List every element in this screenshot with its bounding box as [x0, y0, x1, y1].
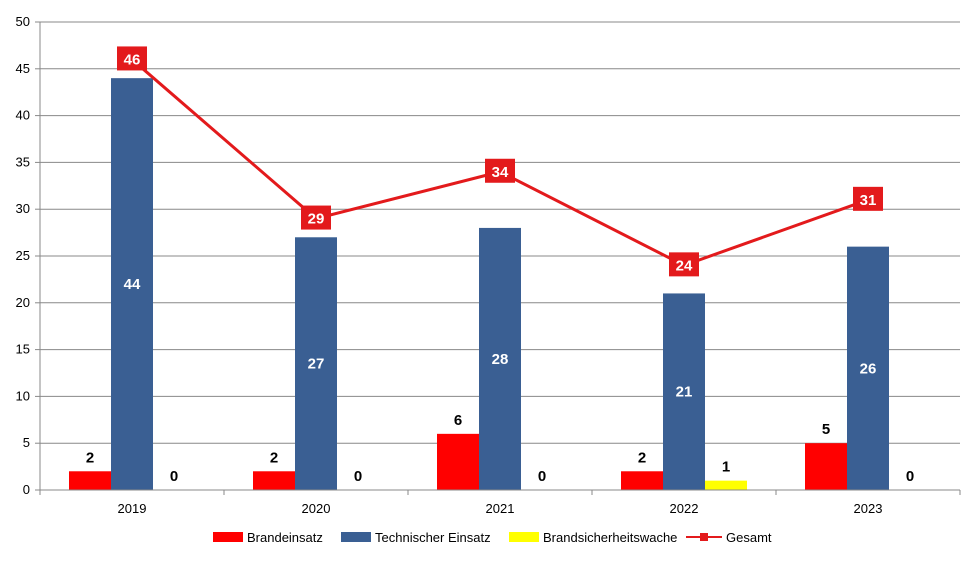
y-tick-label: 25: [16, 248, 30, 263]
bar-value-label: 44: [124, 276, 141, 293]
technischer-einsatz-bar: [663, 293, 705, 490]
x-tick-label: 2019: [118, 501, 147, 516]
total-value-label: 31: [860, 192, 877, 209]
brandeinsatz-bar: [621, 471, 663, 490]
bar-value-label: 0: [170, 468, 178, 485]
bars: [69, 78, 889, 491]
bar-value-label: 6: [454, 412, 462, 429]
brandeinsatz-bar: [437, 433, 479, 490]
y-tick-label: 15: [16, 342, 30, 357]
legend-swatch-brandeinsatz: [213, 532, 243, 542]
total-value-label: 29: [308, 211, 325, 228]
y-tick-label: 35: [16, 154, 30, 169]
legend-label-brandsicherheitswache: Brandsicherheitswache: [543, 530, 677, 545]
total-point-marker: [853, 186, 883, 211]
y-tick-label: 20: [16, 295, 30, 310]
technischer-einsatz-bar: [295, 237, 337, 490]
x-tick-label: 2021: [486, 501, 515, 516]
y-tick-label: 40: [16, 108, 30, 123]
bar-value-label: 5: [822, 421, 830, 438]
y-tick-label: 45: [16, 61, 30, 76]
technischer-einsatz-bar: [111, 78, 153, 490]
brandeinsatz-bar: [805, 443, 847, 490]
bar-value-label: 1: [722, 459, 730, 476]
technischer-einsatz-bar: [479, 227, 521, 491]
y-tick-label: 5: [23, 435, 30, 450]
bar-value-label: 27: [308, 356, 325, 373]
total-value-label: 34: [492, 164, 509, 181]
bar-value-label: 21: [676, 384, 693, 401]
bar-value-label: 0: [538, 468, 546, 485]
brandeinsatz-bar: [69, 471, 111, 490]
legend-swatch-brandsicherheitswache: [509, 532, 539, 542]
x-axis-ticks: 2019 2020 2021 2022 2023: [118, 501, 883, 516]
axes: [39, 22, 961, 495]
legend-label-brandeinsatz: Brandeinsatz: [247, 530, 323, 545]
legend-swatch-technischer-einsatz: [341, 532, 371, 542]
bar-value-label: 0: [354, 468, 362, 485]
legend-label-gesamt: Gesamt: [726, 530, 772, 545]
total-point-marker: [117, 46, 147, 71]
total-value-label: 46: [124, 51, 141, 68]
legend-label-technischer-einsatz: Technischer Einsatz: [375, 530, 491, 545]
y-tick-label: 30: [16, 201, 30, 216]
legend-marker-gesamt: [700, 533, 708, 541]
y-tick-label: 50: [16, 14, 30, 29]
legend: Brandeinsatz Technischer Einsatz Brandsich…: [213, 530, 772, 545]
total-value-label: 24: [676, 257, 693, 274]
technischer-einsatz-bar: [847, 246, 889, 490]
x-tick-label: 2022: [670, 501, 699, 516]
total-line: 46 29 34 24 31: [117, 46, 883, 277]
total-point-marker: [301, 205, 331, 230]
x-tick-label: 2023: [854, 501, 883, 516]
x-tick-label: 2020: [302, 501, 331, 516]
y-axis-ticks: 0 5 10 15 20 25 30 35 40 45 50: [16, 14, 40, 497]
total-point-marker: [485, 158, 515, 183]
bar-value-label: 2: [86, 449, 94, 466]
bar-value-label: 0: [906, 468, 914, 485]
bar-value-label: 28: [492, 351, 509, 368]
y-tick-label: 10: [16, 388, 30, 403]
bar-value-label: 2: [638, 449, 646, 466]
brandsicherheitswache-bar: [705, 480, 747, 490]
bar-value-label: 26: [860, 360, 877, 377]
brandeinsatz-bar: [253, 471, 295, 490]
bar-labels: 2 44 0 2 27 0 6 28 0 2 21 1 5 26 0: [86, 276, 914, 485]
total-point-marker: [669, 252, 699, 277]
bar-value-label: 2: [270, 449, 278, 466]
y-tick-label: 0: [23, 482, 30, 497]
